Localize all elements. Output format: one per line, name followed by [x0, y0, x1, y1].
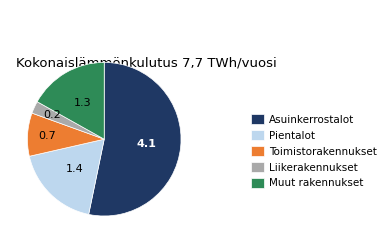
Text: Kokonaislämmönkulutus 7,7 TWh/vuosi: Kokonaislämmönkulutus 7,7 TWh/vuosi	[16, 57, 277, 70]
Wedge shape	[37, 62, 104, 139]
Text: 0.2: 0.2	[43, 110, 61, 120]
Text: Nykyinen rakennuskanta, lämmitysenergiankulutus: Nykyinen rakennuskanta, lämmitysenergian…	[8, 14, 386, 29]
Text: 1.4: 1.4	[66, 164, 83, 174]
Text: 0.7: 0.7	[38, 131, 56, 141]
Wedge shape	[29, 139, 104, 214]
Legend: Asuinkerrostalot, Pientalot, Toimistorakennukset, Liikerakennukset, Muut rakennu: Asuinkerrostalot, Pientalot, Toimistorak…	[247, 110, 381, 193]
Text: 4.1: 4.1	[136, 138, 156, 149]
Wedge shape	[27, 113, 104, 156]
Wedge shape	[89, 62, 181, 216]
Text: 1.3: 1.3	[74, 98, 91, 108]
Wedge shape	[32, 102, 104, 139]
